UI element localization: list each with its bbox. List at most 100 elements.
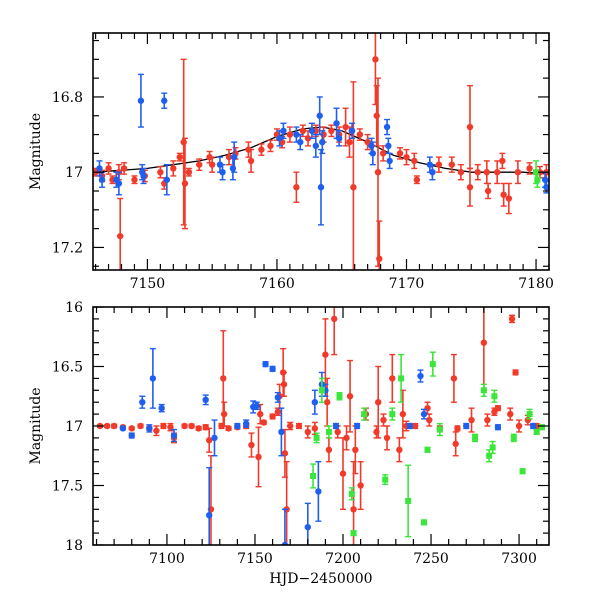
data-point-blue (316, 96, 323, 136)
marker (336, 393, 343, 400)
series-green (310, 351, 545, 538)
data-point-red (185, 167, 193, 177)
marker (372, 56, 379, 63)
data-point-green (398, 353, 405, 403)
data-point-blue (348, 122, 356, 140)
x-axis-title: HJD−2450000 (269, 571, 372, 587)
data-point-red (484, 413, 491, 427)
marker (120, 165, 128, 172)
data-point-red (202, 423, 209, 431)
marker (180, 138, 187, 146)
marker (508, 315, 516, 323)
y-axis-title: Magnitude (28, 113, 44, 190)
x-tick-label: 7100 (149, 551, 185, 567)
y-tick-label: 16.5 (52, 360, 83, 376)
series-blue (119, 347, 537, 545)
data-point-red (208, 156, 216, 173)
data-point-red (373, 84, 380, 147)
data-point-red (526, 162, 533, 175)
marker (119, 425, 127, 432)
y-tick-label: 17.5 (52, 479, 83, 495)
data-point-red (188, 422, 195, 430)
data-point-green (336, 391, 343, 401)
data-point-red (450, 353, 458, 403)
data-point-blue (149, 347, 157, 409)
x-tick-label: 7150 (130, 276, 166, 292)
plot-area (96, 307, 545, 545)
data-point-red (343, 425, 350, 451)
data-point-green (489, 440, 496, 455)
data-point-red (248, 432, 255, 458)
marker (304, 428, 311, 436)
y-tick-label: 16.8 (52, 90, 83, 106)
data-point-red (454, 425, 461, 432)
marker (382, 476, 389, 483)
marker (325, 428, 332, 435)
data-point-red (494, 404, 502, 412)
data-point-red (357, 461, 364, 510)
data-point-red (120, 162, 128, 175)
marker (128, 425, 135, 432)
marker (299, 127, 307, 135)
marker (374, 168, 382, 176)
data-point-green (405, 464, 412, 538)
marker (280, 381, 288, 388)
data-point-red (356, 128, 364, 141)
marker (403, 153, 410, 161)
marker (346, 393, 354, 400)
marker (454, 425, 461, 432)
marker (343, 434, 350, 442)
marker (385, 142, 392, 150)
marker (262, 360, 269, 368)
data-point-red (225, 425, 232, 432)
marker (424, 404, 431, 412)
data-point-red (311, 421, 319, 436)
data-point-blue (332, 422, 340, 430)
y-tick-label: 17.2 (52, 240, 83, 256)
data-point-green (389, 407, 396, 421)
marker (269, 413, 276, 420)
marker (315, 488, 322, 495)
marker (170, 165, 177, 172)
marker (534, 176, 541, 183)
marker (369, 150, 377, 157)
data-point-blue (202, 394, 209, 406)
marker (139, 399, 146, 406)
marker (297, 138, 304, 146)
data-point-green (472, 433, 479, 443)
marker (457, 168, 465, 176)
data-point-blue (139, 395, 146, 409)
marker (331, 315, 338, 323)
marker (512, 369, 519, 376)
marker (411, 157, 418, 165)
data-point-red (117, 197, 124, 270)
data-point-green (538, 424, 545, 431)
y-tick-label: 16 (65, 300, 83, 316)
marker (286, 422, 294, 430)
marker (140, 172, 147, 180)
marker (356, 131, 364, 138)
data-point-red (474, 163, 481, 181)
data-point-red (131, 175, 138, 185)
data-point-red (295, 422, 303, 430)
data-point-red (260, 419, 267, 426)
marker (466, 184, 474, 191)
data-point-red (466, 84, 474, 170)
marker (317, 184, 325, 191)
marker (220, 375, 227, 382)
data-point-blue (128, 432, 135, 439)
marker (480, 339, 488, 346)
data-point-blue (319, 130, 326, 155)
data-point-red (258, 143, 265, 156)
data-point-blue (253, 401, 260, 411)
marker (398, 375, 405, 382)
data-point-red (500, 182, 507, 207)
marker (308, 127, 316, 135)
data-point-blue (494, 423, 502, 431)
data-point-red (374, 77, 382, 267)
data-point-blue (219, 163, 226, 181)
y-tick-label: 17 (65, 419, 83, 435)
data-point-blue (429, 163, 436, 181)
data-point-blue (163, 163, 171, 196)
marker (357, 482, 364, 489)
